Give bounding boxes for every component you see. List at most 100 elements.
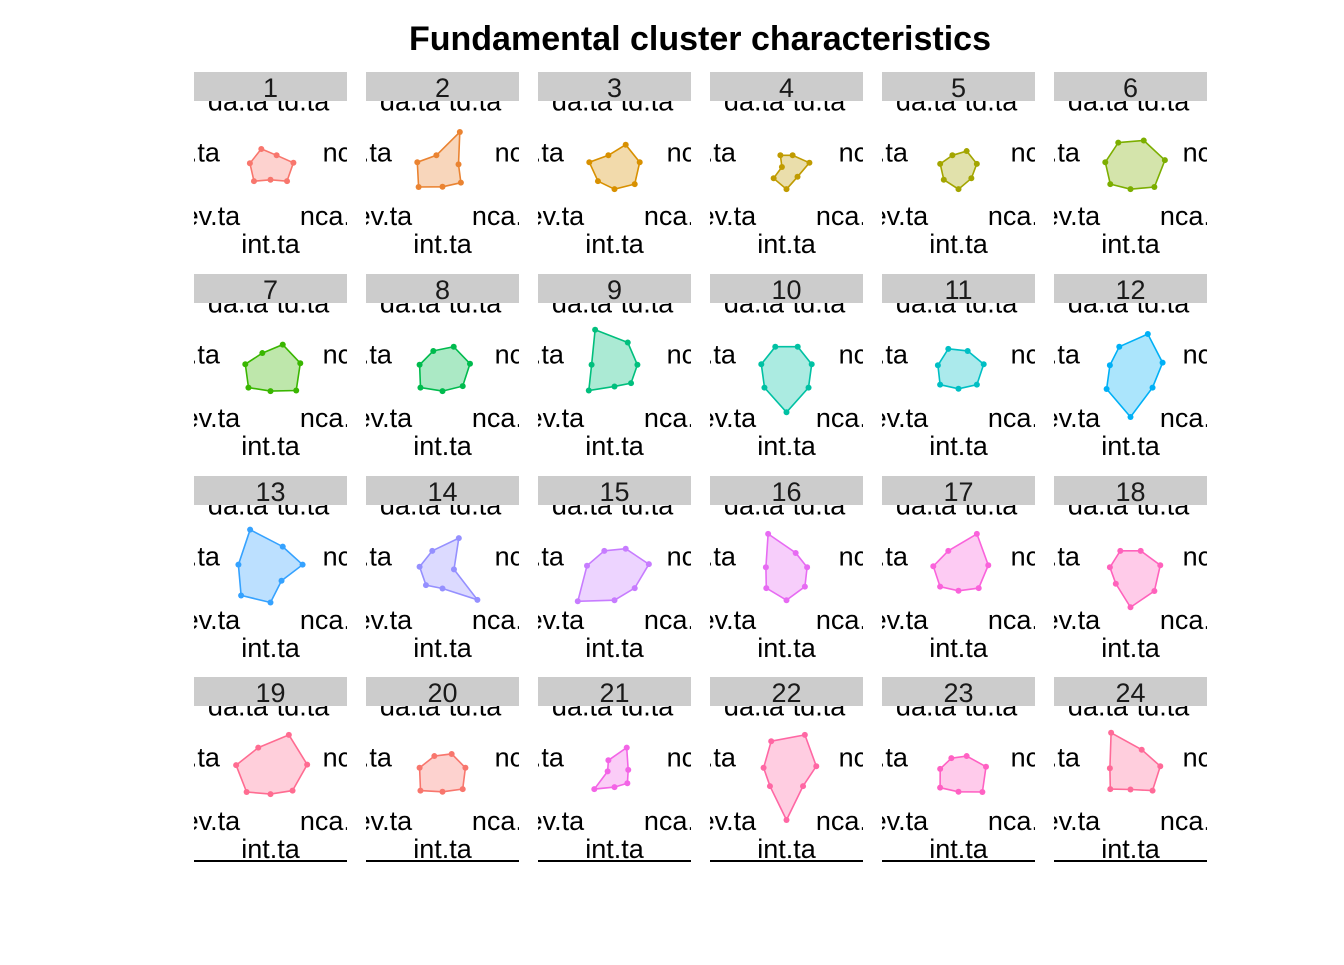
axis-label: nca.t [816, 403, 875, 433]
data-point [1127, 786, 1134, 793]
data-point [964, 347, 971, 354]
axis-label: p.ta [863, 137, 909, 167]
data-point [462, 764, 469, 771]
data-point [592, 326, 599, 333]
axis-label: p.ta [519, 541, 565, 571]
data-point [622, 141, 629, 148]
data-point [414, 159, 421, 166]
axis-label: ncl. [1183, 137, 1225, 167]
axis-label: ev.ta [872, 605, 930, 635]
axis-label: p.ta [519, 742, 565, 772]
axis-label: int.ta [757, 431, 817, 461]
panel-strip-label: 1 [263, 73, 278, 103]
data-point [937, 381, 944, 388]
data-point [585, 387, 592, 394]
panel-strip [538, 72, 691, 101]
data-point [466, 360, 473, 367]
data-point [973, 160, 980, 167]
data-point [940, 176, 947, 183]
axis-label: int.ta [929, 834, 989, 864]
axis-label: td.ta [793, 288, 847, 318]
axis-label: int.ta [929, 633, 989, 663]
data-point [973, 381, 980, 388]
panel-strip-label: 23 [943, 678, 973, 708]
axis-label: nca.t [472, 201, 531, 231]
data-point [304, 761, 311, 768]
axis-label: ncl. [1183, 541, 1225, 571]
data-point [246, 160, 253, 167]
data-point [284, 178, 291, 185]
panel-strip-label: 18 [1115, 477, 1145, 507]
data-point [455, 535, 462, 542]
axis-label: da.ta [208, 490, 269, 520]
axis-label: td.ta [621, 691, 675, 721]
data-point [985, 562, 992, 569]
axis-label: td.ta [449, 691, 503, 721]
series-polygon [760, 345, 813, 414]
panel-strip [538, 677, 691, 706]
data-point [760, 764, 767, 771]
axis-label: ev.ta [356, 403, 414, 433]
data-point [1138, 746, 1145, 753]
axis-label: td.ta [277, 86, 331, 116]
axis-label: p.ta [347, 541, 393, 571]
data-point [574, 598, 581, 605]
axis-label: ncl. [1011, 742, 1053, 772]
axis-label: nca.t [988, 403, 1047, 433]
data-point [937, 160, 944, 167]
data-point [415, 184, 422, 191]
axis-label: int.ta [585, 834, 645, 864]
axis-label: td.ta [965, 288, 1019, 318]
data-point [584, 562, 591, 569]
axis-label: da.ta [552, 86, 613, 116]
data-point [783, 186, 790, 193]
axis-label: int.ta [241, 431, 301, 461]
data-point [801, 731, 808, 738]
data-point [1151, 588, 1158, 595]
panel-strip-label: 14 [427, 477, 457, 507]
data-point [772, 343, 779, 350]
data-point [636, 159, 643, 166]
data-point [448, 750, 455, 757]
data-point [1106, 362, 1113, 369]
axis-label: nca.t [988, 201, 1047, 231]
data-point [758, 361, 765, 368]
data-point [624, 780, 631, 787]
data-point [422, 582, 429, 589]
data-point [591, 786, 598, 793]
data-point [949, 152, 956, 159]
data-point [1115, 139, 1122, 146]
data-point [588, 361, 595, 368]
axis-label: nca.t [300, 201, 359, 231]
data-point [628, 380, 635, 387]
axis-label: ncl. [495, 339, 537, 369]
axis-label: ncl. [667, 339, 709, 369]
data-point [245, 384, 252, 391]
axis-label: int.ta [241, 633, 301, 663]
data-point [634, 361, 641, 368]
data-point [783, 817, 790, 823]
data-point [937, 583, 944, 590]
axis-label: int.ta [413, 229, 473, 259]
series-polygon [772, 154, 811, 191]
axis-label: ev.ta [356, 806, 414, 836]
data-point [777, 152, 784, 159]
panel-strip [194, 72, 347, 101]
axis-label: da.ta [380, 490, 441, 520]
axis-label: td.ta [277, 691, 331, 721]
series-polygon [592, 746, 630, 791]
data-point [439, 388, 446, 395]
axis-label: int.ta [929, 431, 989, 461]
axis-label: ev.ta [700, 806, 758, 836]
data-point [450, 343, 457, 350]
axis-label: int.ta [1101, 834, 1161, 864]
series-polygon [418, 536, 480, 602]
data-point [259, 350, 266, 357]
panel-strip-label: 15 [599, 477, 629, 507]
data-point [242, 361, 249, 368]
